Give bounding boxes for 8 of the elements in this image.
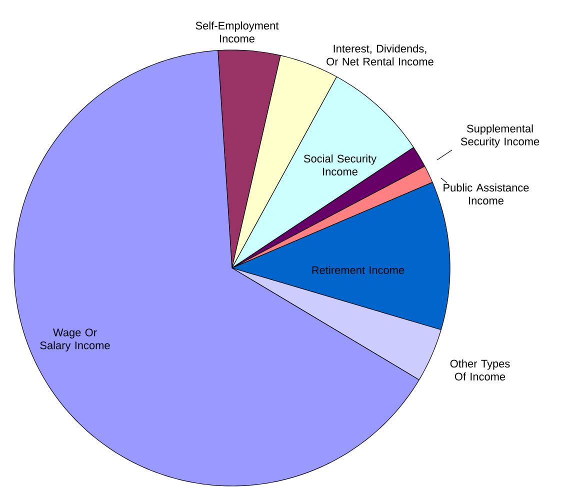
slice-label: Wage Or Salary Income [40, 328, 110, 352]
slice-label: Other Types Of Income [450, 360, 510, 380]
slice-label: Retirement Income [312, 266, 404, 274]
slice-label: Social Security Income [304, 154, 377, 176]
slice-label: Interest, Dividends, Or Net Rental Income [326, 44, 434, 66]
slice-label: Public Assistance Income [444, 184, 529, 204]
slice-label: Self-Employment Income [196, 21, 279, 42]
slice-label: Supplemental Security Income [460, 124, 540, 148]
